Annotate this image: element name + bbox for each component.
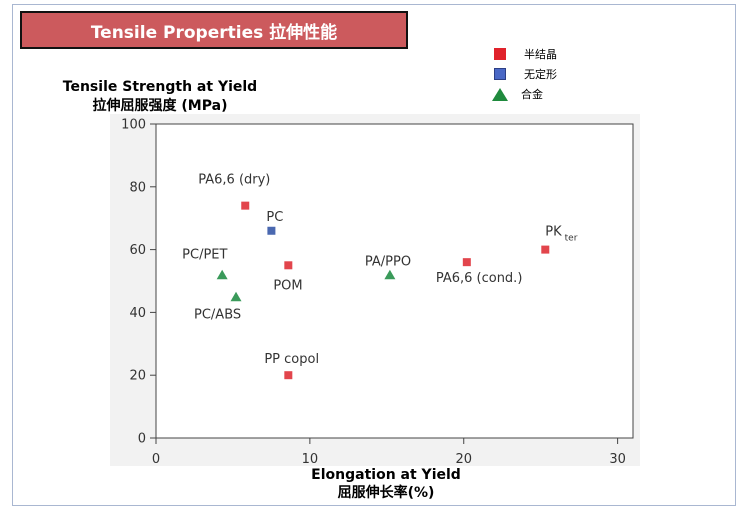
y-tick-label: 20 [129, 369, 146, 384]
data-point-square [284, 371, 293, 380]
data-point-square [267, 226, 276, 235]
data-point-label-subscript: ter [565, 234, 578, 244]
data-point-label: PP copol [264, 352, 319, 367]
y-axis-label: Tensile Strength at Yield [62, 79, 258, 95]
legend-label: 合金 [521, 88, 543, 101]
data-point-label: PA/PPO [365, 255, 411, 270]
x-axis-title: Elongation at Yield 屈服伸长率(%) [236, 466, 536, 502]
y-tick-label: 80 [129, 180, 146, 195]
y-tick-label: 100 [121, 118, 146, 133]
y-tick-label: 40 [129, 306, 146, 321]
legend-label: 无定形 [524, 68, 557, 81]
y-axis-title: Tensile Strength at Yield 拉伸屈服强度 (MPa) [40, 78, 280, 116]
y-tick-label: 60 [129, 243, 146, 258]
title-banner: Tensile Properties 拉伸性能 [20, 11, 408, 49]
x-tick-label: 30 [609, 452, 626, 467]
legend-item-alloy: 合金 [492, 85, 543, 103]
data-point-square [541, 245, 550, 254]
x-tick-label: 20 [455, 452, 472, 467]
data-point-triangle [216, 269, 228, 280]
legend-label: 半结晶 [524, 48, 557, 61]
y-axis-label-cn: 拉伸屈服强度 (MPa) [92, 98, 228, 114]
data-point-triangle [230, 291, 242, 302]
data-point-label: PC/ABS [194, 308, 241, 323]
x-axis-label: Elongation at Yield [311, 467, 461, 483]
data-point-square [462, 258, 471, 267]
red-square-icon [494, 48, 506, 60]
slide-title: Tensile Properties 拉伸性能 [90, 22, 338, 43]
blue-square-icon [494, 68, 506, 80]
y-tick-label: 0 [138, 432, 146, 447]
green-triangle-icon [492, 87, 508, 101]
x-tick-label: 10 [302, 452, 319, 467]
plot-area [155, 123, 634, 439]
legend-item-semicrystalline: 半结晶 [494, 45, 557, 63]
data-point-label: POM [273, 278, 302, 293]
x-axis-label-cn: 屈服伸长率(%) [337, 485, 435, 501]
data-point-label: PA6,6 (cond.) [436, 271, 523, 286]
data-point-label: PC/PET [182, 248, 227, 263]
data-point-square [284, 261, 293, 270]
data-point-label: PC [266, 210, 283, 225]
legend: 半结晶 无定形 合金 [488, 40, 658, 106]
x-tick-label: 0 [152, 452, 160, 467]
data-point-triangle [384, 269, 396, 280]
data-point-square [241, 201, 250, 210]
legend-item-amorphous: 无定形 [494, 65, 557, 83]
data-point-label: PA6,6 (dry) [198, 173, 270, 188]
